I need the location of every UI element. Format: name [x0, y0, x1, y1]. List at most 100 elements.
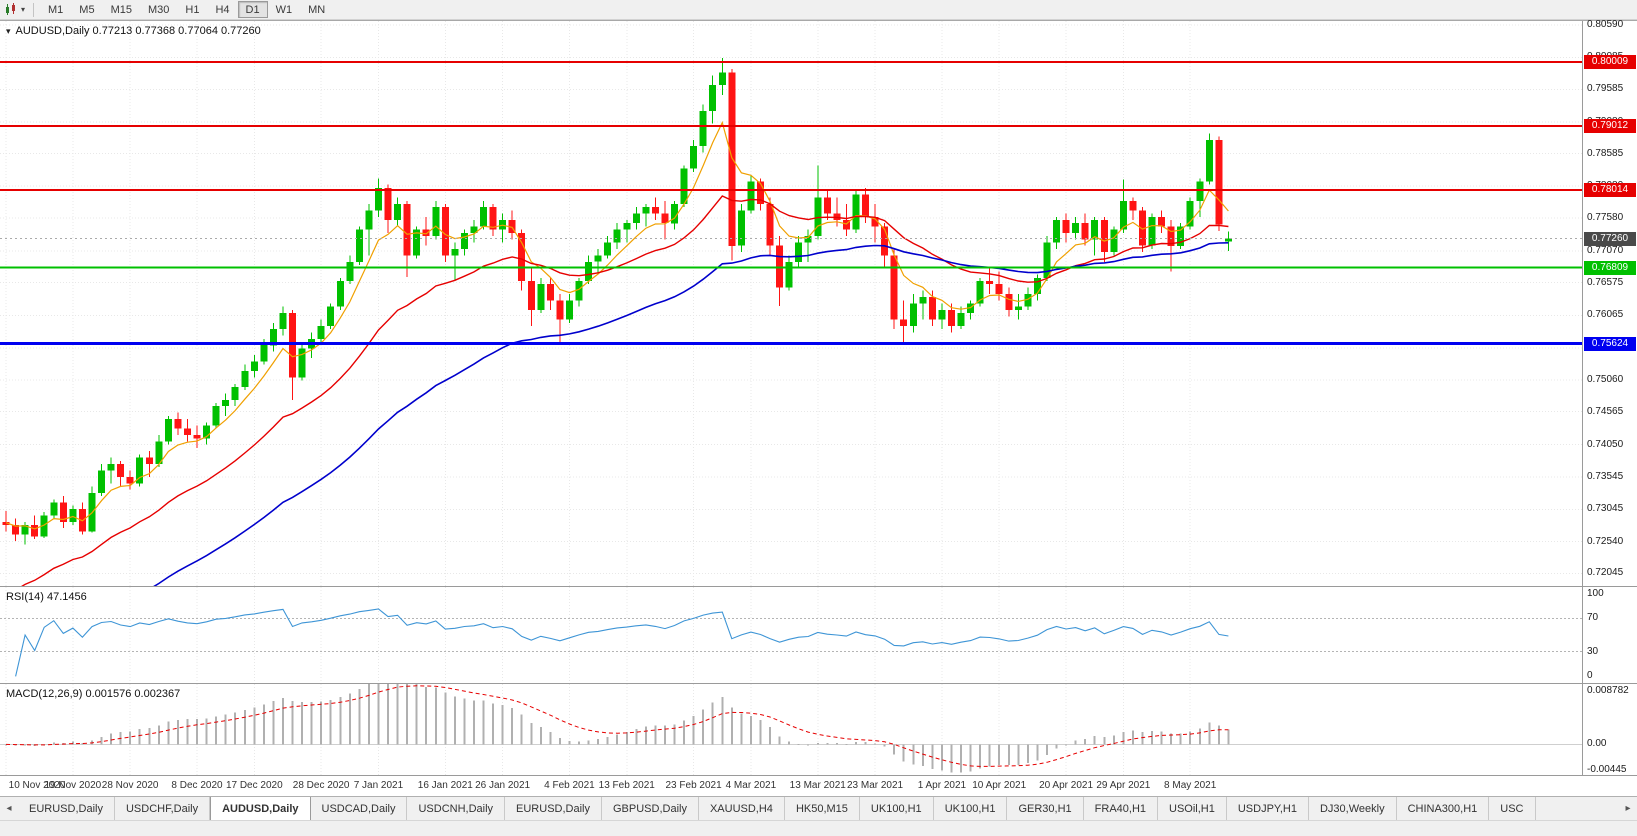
candles [2, 58, 1232, 545]
chart-tab-USOil-H1[interactable]: USOil,H1 [1158, 797, 1227, 820]
candlestick-chart-icon [6, 3, 15, 15]
date-tick-label: 29 Apr 2021 [1096, 780, 1151, 791]
status-strip [0, 820, 1637, 836]
date-tick-label: 8 May 2021 [1164, 780, 1217, 791]
date-axis[interactable]: 10 Nov 2020 19 Nov 2020 28 Nov 2020 8 Dec 2… [0, 775, 1637, 796]
chart-tab-AUDUSD-Daily[interactable]: AUDUSD,Daily [210, 797, 311, 820]
chart-window: ▾ AUDUSD,Daily 0.77213 0.77368 0.77064 0… [0, 18, 1637, 796]
timeframe-button-W1[interactable]: W1 [268, 1, 301, 18]
timeframe-button-M15[interactable]: M15 [103, 1, 140, 18]
rsi-axis[interactable]: 100 70 30 0 [1582, 587, 1637, 683]
macd-signal-line [5, 685, 1229, 767]
date-tick-label: 13 Mar 2021 [789, 780, 846, 791]
timeframe-button-M5[interactable]: M5 [71, 1, 102, 18]
macd-caption: MACD(12,26,9) 0.001576 0.002367 [6, 688, 181, 700]
price-tick-label: 0.73045 [1587, 503, 1624, 515]
macd-axis[interactable]: 0.008782 0.00 -0.00445 [1582, 684, 1637, 775]
timeframe-toolbar: ▾ M1 M5 M15 M30 H1 H4 D1 W1 MN [0, 0, 1637, 20]
timeframe-button-M30[interactable]: M30 [140, 1, 177, 18]
timeframe-button-M1[interactable]: M1 [40, 1, 71, 18]
timeframe-button-H1[interactable]: H1 [177, 1, 207, 18]
rsi-tick-label: 70 [1587, 612, 1599, 624]
rsi-line [15, 608, 1229, 677]
moving-average-line-50 [153, 242, 1229, 586]
date-tick-label: 19 Nov 2020 [44, 780, 102, 791]
date-tick-label: 17 Dec 2020 [225, 780, 283, 791]
chart-tabs: EURUSD,Daily USDCHF,Daily AUDUSD,Daily USDC… [18, 797, 1619, 820]
toolbar-separator [33, 2, 35, 17]
macd-tick-label: -0.00445 [1587, 764, 1627, 775]
macd-histogram [5, 684, 1230, 773]
chart-tab-USC[interactable]: USC [1489, 797, 1536, 820]
chart-type-dropdown[interactable]: ▾ [4, 3, 25, 16]
date-tick-label: 20 Apr 2021 [1039, 780, 1094, 791]
timeframe-button-MN[interactable]: MN [300, 1, 333, 18]
rsi-caption: RSI(14) 47.1456 [6, 591, 87, 603]
chart-tab-UK100-H1[interactable]: UK100,H1 [934, 797, 1008, 820]
date-tick-label: 28 Dec 2020 [292, 780, 350, 791]
price-tick-label: 0.79585 [1587, 83, 1624, 95]
price-tick-label: 0.77580 [1587, 212, 1624, 224]
price-level-badge: 0.79012 [1584, 119, 1636, 134]
price-tick-label: 0.77070 [1587, 244, 1624, 256]
tabs-scroll-left-arrow[interactable]: ◂ [6, 803, 12, 814]
price-level-badge: 0.75624 [1584, 336, 1636, 351]
timeframe-buttons: M1 M5 M15 M30 H1 H4 D1 W1 MN [40, 1, 333, 18]
date-tick-label: 7 Jan 2021 [353, 780, 404, 791]
chart-tab-FRA40-H1[interactable]: FRA40,H1 [1084, 797, 1159, 820]
date-tick-label: 10 Nov 2020 [8, 780, 66, 791]
macd-grid [5, 684, 1191, 775]
rsi-canvas[interactable] [0, 587, 1582, 683]
price-tick-label: 0.72540 [1587, 535, 1624, 547]
timeframe-button-H4[interactable]: H4 [207, 1, 237, 18]
price-level-badge: 0.80009 [1584, 55, 1636, 70]
macd-pane[interactable]: MACD(12,26,9) 0.001576 0.002367 0.008782… [0, 683, 1637, 775]
ohlc-caption: AUDUSD,Daily 0.77213 0.77368 0.77064 0.7… [15, 25, 261, 37]
price-tick-label: 0.74050 [1587, 438, 1624, 450]
price-tick-label: 0.74565 [1587, 405, 1624, 417]
candlestick-canvas[interactable] [0, 21, 1582, 586]
date-tick-label: 4 Feb 2021 [544, 780, 595, 791]
chart-tab-DJ30-Weekly[interactable]: DJ30,Weekly [1309, 797, 1397, 820]
chart-tab-XAUUSD-H4[interactable]: XAUUSD,H4 [699, 797, 785, 820]
price-pane[interactable]: ▾ AUDUSD,Daily 0.77213 0.77368 0.77064 0… [0, 18, 1637, 586]
chart-tab-HK50-M15[interactable]: HK50,M15 [785, 797, 860, 820]
chart-tab-EURUSD-Daily[interactable]: EURUSD,Daily [18, 797, 115, 820]
chart-tab-USDCHF-Daily[interactable]: USDCHF,Daily [115, 797, 211, 820]
rsi-tick-label: 30 [1587, 645, 1599, 657]
chart-tab-UK100-H1[interactable]: UK100,H1 [860, 797, 934, 820]
chart-tab-GER30-H1[interactable]: GER30,H1 [1007, 797, 1084, 820]
price-axis[interactable]: 0.805900.800850.795850.790800.785850.780… [1582, 18, 1637, 586]
date-tick-label: 1 Apr 2021 [917, 780, 967, 791]
timeframe-button-D1[interactable]: D1 [237, 1, 268, 18]
date-tick-label: 23 Feb 2021 [665, 780, 722, 791]
date-tick-label: 8 Dec 2020 [171, 780, 223, 791]
date-tick-label: 26 Jan 2021 [475, 780, 531, 791]
chart-tab-USDJPY-H1[interactable]: USDJPY,H1 [1227, 797, 1309, 820]
tabs-scroll-right-arrow[interactable]: ▸ [1625, 803, 1631, 814]
chart-tab-EURUSD-Daily[interactable]: EURUSD,Daily [505, 797, 602, 820]
date-tick-label: 10 Apr 2021 [972, 780, 1027, 791]
chart-tab-CHINA300-H1[interactable]: CHINA300,H1 [1397, 797, 1490, 820]
rsi-pane[interactable]: RSI(14) 47.1456 100 70 30 0 [0, 586, 1637, 683]
chart-tab-GBPUSD-Daily[interactable]: GBPUSD,Daily [602, 797, 699, 820]
macd-tick-label: 0.008782 [1587, 685, 1629, 696]
price-tick-label: 0.78585 [1587, 147, 1624, 159]
price-level-badge: 0.78014 [1584, 183, 1636, 198]
dropdown-caret-icon: ▾ [21, 5, 26, 14]
rsi-tick-label: 0 [1587, 670, 1593, 682]
one-click-trading-icon[interactable]: ▾ [6, 25, 11, 36]
date-tick-label: 13 Feb 2021 [598, 780, 655, 791]
chart-tab-USDCAD-Daily[interactable]: USDCAD,Daily [311, 797, 408, 820]
moving-average-line-6 [5, 120, 1229, 530]
date-tick-label: 16 Jan 2021 [417, 780, 473, 791]
price-level-badge: 0.76809 [1584, 260, 1636, 275]
price-tick-label: 0.76065 [1587, 309, 1624, 321]
price-level-badge: 0.77260 [1584, 231, 1636, 246]
chart-tab-USDCNH-Daily[interactable]: USDCNH,Daily [407, 797, 506, 820]
price-tick-label: 0.80590 [1587, 18, 1624, 30]
date-tick-label: 28 Nov 2020 [101, 780, 159, 791]
macd-tick-label: 0.00 [1587, 738, 1607, 750]
macd-canvas[interactable] [0, 684, 1582, 775]
